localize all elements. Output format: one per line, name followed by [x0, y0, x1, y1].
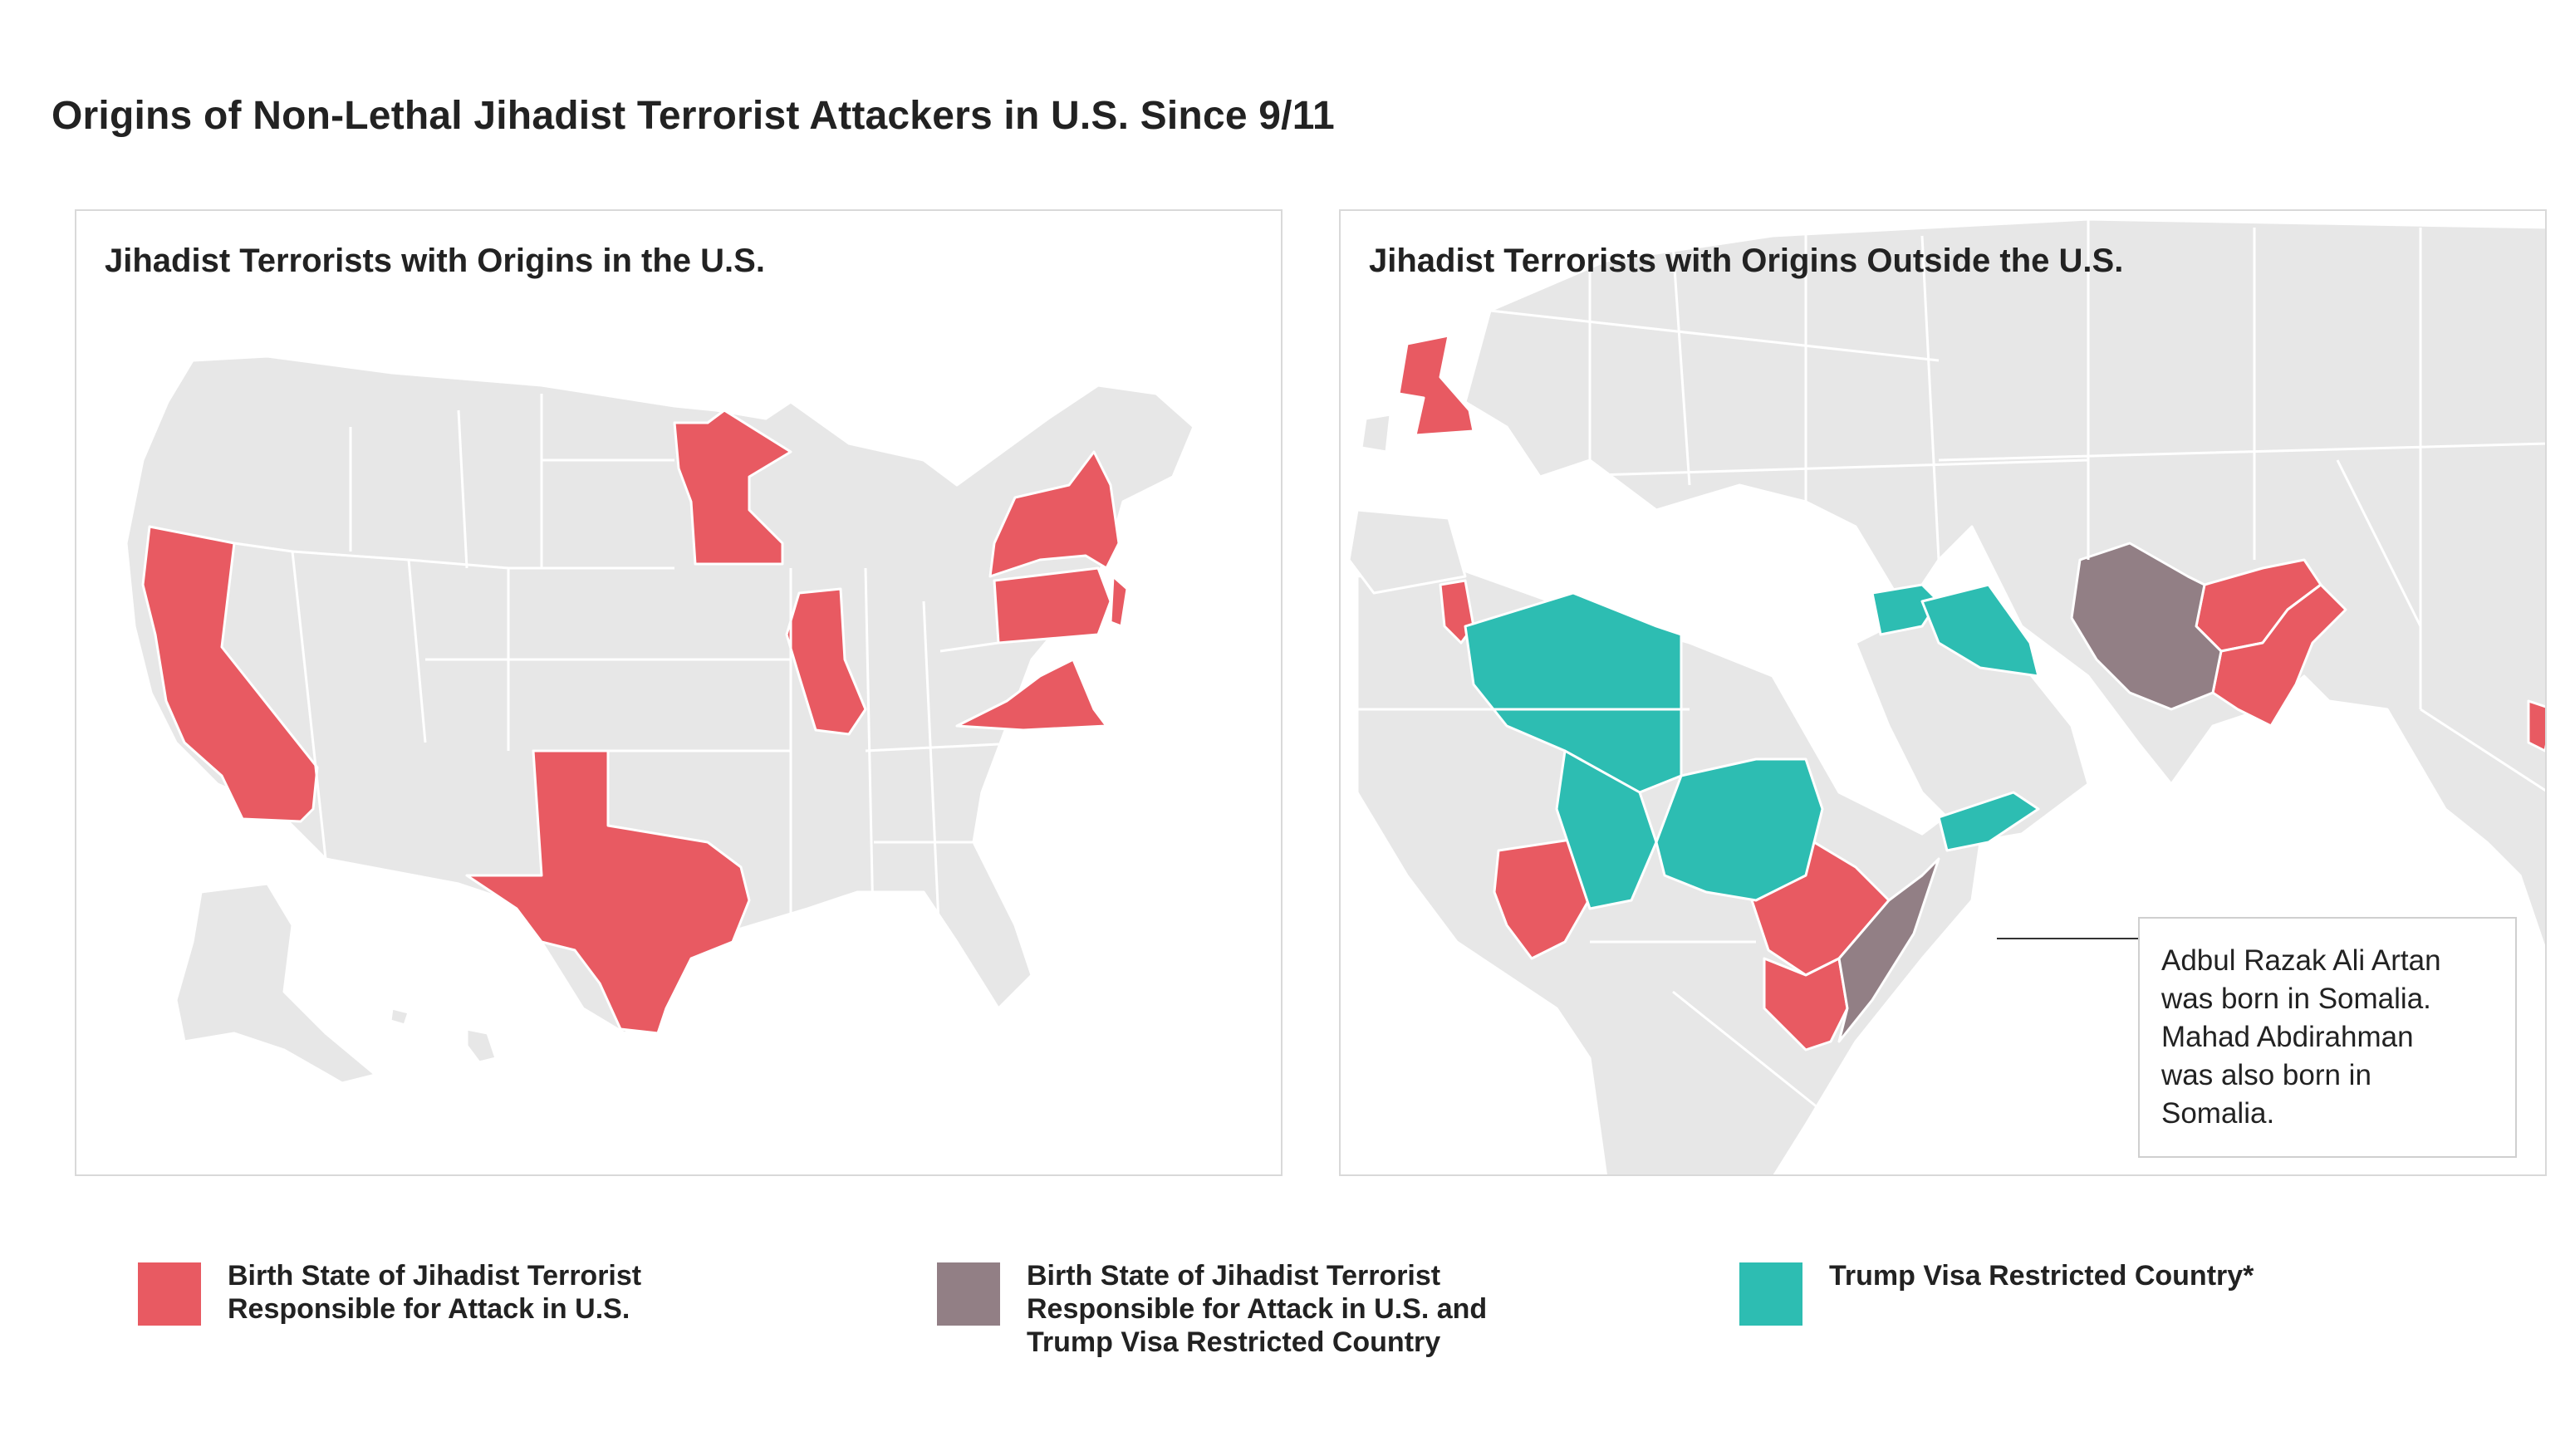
legend-swatch-restricted	[1739, 1262, 1802, 1326]
callout-line: was also born in	[2161, 1059, 2371, 1091]
legend-label-both: Birth State of Jihadist Terrorist Respon…	[1027, 1259, 1625, 1359]
legend-line: Trump Visa Restricted Country*	[1829, 1260, 2254, 1292]
iberia-land	[1347, 508, 1467, 595]
legend-label-restricted: Trump Visa Restricted Country*	[1829, 1259, 2427, 1292]
chart-title: Origins of Non-Lethal Jihadist Terrorist…	[51, 94, 1335, 138]
country-bangladesh	[2527, 699, 2545, 753]
legend-line: Trump Visa Restricted Country	[1027, 1326, 1441, 1358]
somalia-callout: Adbul Razak Ali Artan was born in Somali…	[2138, 917, 2517, 1158]
state-pennsylvania	[993, 566, 1112, 645]
alaska-land	[174, 882, 377, 1085]
legend-swatch-attack	[138, 1262, 201, 1326]
state-virginia	[955, 658, 1108, 732]
legend-line: Birth State of Jihadist Terrorist	[1027, 1260, 1441, 1292]
legend-line: Responsible for Attack in U.S. and	[1027, 1293, 1488, 1325]
country-borders	[1357, 219, 2545, 1126]
country-iraq	[1920, 583, 2040, 678]
legend-line: Birth State of Jihadist Terrorist	[228, 1260, 642, 1292]
callout-line: Mahad Abdirahman	[2161, 1021, 2414, 1053]
state-minnesota	[673, 409, 792, 566]
state-california	[141, 525, 319, 823]
state-borders	[233, 394, 1032, 959]
world-map	[1347, 218, 2545, 1174]
country-pakistan	[2211, 583, 2347, 728]
legend-swatch-both	[937, 1262, 1000, 1326]
us-panel-title: Jihadist Terrorists with Origins in the …	[105, 243, 765, 279]
country-yemen	[1937, 791, 2040, 852]
legend-line: Responsible for Attack in U.S.	[228, 1293, 630, 1325]
country-united-kingdom	[1397, 334, 1475, 437]
country-chad	[1555, 749, 1658, 910]
state-new-york	[988, 450, 1121, 578]
ireland-land	[1360, 413, 1392, 453]
world-map-panel: Jihadist Terrorists with Origins Outside…	[1339, 209, 2547, 1176]
callout-line: Somalia.	[2161, 1097, 2275, 1130]
callout-line: was born in Somalia.	[2161, 983, 2431, 1015]
world-panel-title: Jihadist Terrorists with Origins Outside…	[1369, 243, 2124, 279]
hawaii-land-2	[465, 1027, 498, 1064]
us-map-panel: Jihadist Terrorists with Origins in the …	[75, 209, 1283, 1176]
country-somalia	[1837, 857, 1940, 1043]
country-kenya	[1763, 957, 1849, 1052]
callout-line: Adbul Razak Ali Artan	[2161, 944, 2441, 977]
eurasia-land	[1464, 218, 2545, 953]
state-texas	[465, 749, 751, 1035]
country-sudan	[1655, 757, 1824, 902]
us-map	[125, 355, 1195, 1085]
legend-label-attack: Birth State of Jihadist Terrorist Respon…	[228, 1259, 826, 1326]
hawaii-land	[389, 1007, 410, 1027]
country-iran	[2070, 542, 2223, 711]
state-new-jersey	[1109, 575, 1129, 628]
country-libya	[1464, 591, 1683, 794]
